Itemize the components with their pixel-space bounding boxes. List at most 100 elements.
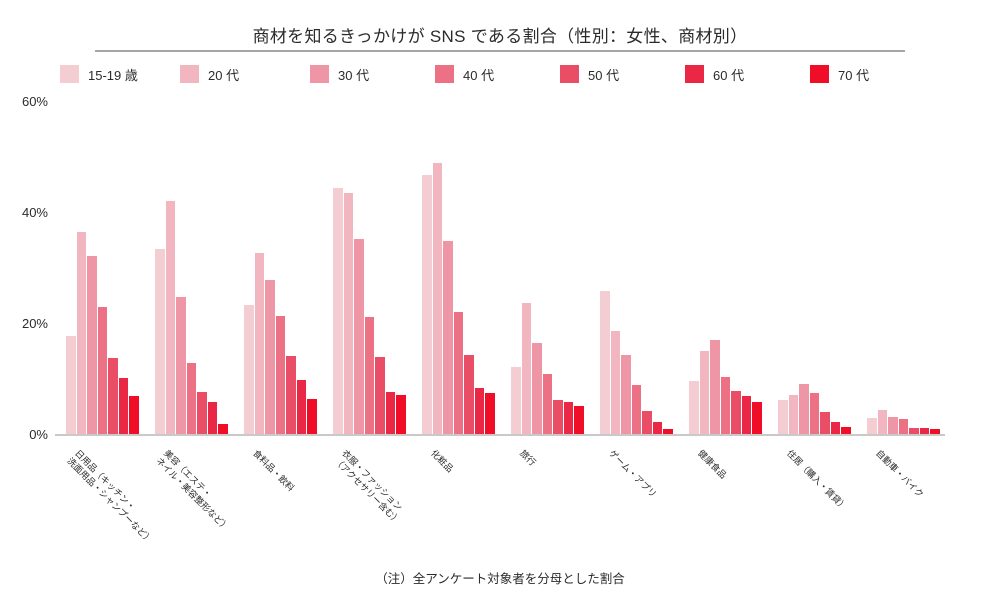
bar[interactable] <box>553 400 563 435</box>
bar[interactable] <box>720 376 730 435</box>
bar-group <box>867 102 940 435</box>
plot-area <box>55 102 945 435</box>
bar[interactable] <box>333 188 343 435</box>
bar[interactable] <box>87 256 97 435</box>
bar[interactable] <box>788 394 798 435</box>
bar[interactable] <box>296 379 306 435</box>
bar[interactable] <box>610 330 620 435</box>
bar[interactable] <box>511 366 521 435</box>
bar[interactable] <box>129 396 139 435</box>
bar[interactable] <box>307 398 317 435</box>
bar[interactable] <box>689 380 699 435</box>
x-axis-label-line: （アクセサリー含む） <box>332 455 403 527</box>
x-axis-label: 自動車・バイク <box>873 448 925 500</box>
bar[interactable] <box>642 411 652 435</box>
bar[interactable] <box>385 391 395 435</box>
bar[interactable] <box>867 418 877 435</box>
bar[interactable] <box>631 385 641 435</box>
bar[interactable] <box>343 193 353 435</box>
bar[interactable] <box>108 357 118 435</box>
bar[interactable] <box>422 175 432 435</box>
legend-swatch-icon <box>560 65 579 83</box>
bar[interactable] <box>396 394 406 435</box>
bar[interactable] <box>286 356 296 435</box>
bar[interactable] <box>186 362 196 435</box>
bar[interactable] <box>898 419 908 435</box>
bar[interactable] <box>563 401 573 435</box>
legend-swatch-icon <box>310 65 329 83</box>
y-axis-tick-label: 20% <box>21 316 48 331</box>
bar[interactable] <box>542 373 552 435</box>
legend-item-2[interactable]: 20 代 <box>180 62 239 86</box>
bar[interactable] <box>375 357 385 435</box>
bar[interactable] <box>778 400 788 435</box>
bar[interactable] <box>600 290 610 435</box>
legend-item-4[interactable]: 40 代 <box>435 62 494 86</box>
x-axis-baseline <box>55 434 945 436</box>
x-axis-label: 日用品（キッチン・ 洗面用品・シャンプーなど） <box>65 448 163 546</box>
bar-group <box>600 102 673 435</box>
legend-swatch-icon <box>685 65 704 83</box>
bar[interactable] <box>432 163 442 435</box>
bar[interactable] <box>176 297 186 435</box>
y-axis-tick-label: 60% <box>21 94 48 109</box>
x-axis-label: 衣服・ファッション （アクセサリー含む） <box>332 448 411 527</box>
x-axis-label-line: 自動車・バイク <box>874 448 926 500</box>
bar-group <box>333 102 406 435</box>
bar-group <box>155 102 228 435</box>
bar[interactable] <box>207 401 217 435</box>
chart-title: 商材を知るきっかけが SNS である割合（性別：女性、商材別） <box>252 27 748 46</box>
bar[interactable] <box>244 304 254 435</box>
legend-swatch-icon <box>60 65 79 83</box>
x-axis-label-line: 住居（購入・賃貸） <box>785 448 850 513</box>
legend-item-7[interactable]: 70 代 <box>810 62 869 86</box>
x-axis-label-line: 健康食品 <box>696 448 729 481</box>
legend-label: 15-19 歳 <box>88 67 138 83</box>
bar[interactable] <box>532 343 542 435</box>
bar[interactable] <box>574 405 584 435</box>
bar[interactable] <box>752 401 762 435</box>
legend-item-5[interactable]: 50 代 <box>560 62 619 86</box>
bar[interactable] <box>464 354 474 435</box>
bar[interactable] <box>485 393 495 435</box>
bar[interactable] <box>731 390 741 435</box>
bar[interactable] <box>97 307 107 435</box>
bar[interactable] <box>66 336 76 435</box>
bar[interactable] <box>474 387 484 435</box>
bar[interactable] <box>877 410 887 435</box>
x-axis-label: 旅行 <box>517 448 538 469</box>
bar[interactable] <box>364 317 374 435</box>
bar[interactable] <box>197 392 207 435</box>
title-divider <box>95 50 905 52</box>
bar[interactable] <box>155 248 165 435</box>
bar[interactable] <box>820 411 830 435</box>
bar[interactable] <box>453 311 463 435</box>
bar[interactable] <box>76 232 86 435</box>
legend-item-3[interactable]: 30 代 <box>310 62 369 86</box>
bar[interactable] <box>254 252 264 435</box>
bar-group <box>244 102 317 435</box>
legend-item-6[interactable]: 60 代 <box>685 62 744 86</box>
x-axis-label: 健康食品 <box>695 448 729 481</box>
bar-group <box>689 102 762 435</box>
x-axis-label-line: 化粧品 <box>429 448 456 475</box>
bar[interactable] <box>621 354 631 435</box>
bar[interactable] <box>699 350 709 435</box>
bar[interactable] <box>265 279 275 435</box>
bar[interactable] <box>521 302 531 435</box>
bar[interactable] <box>275 315 285 435</box>
bar[interactable] <box>799 383 809 435</box>
x-axis-label: 食料品・飲料 <box>250 448 296 494</box>
bar[interactable] <box>354 239 364 435</box>
bar[interactable] <box>888 416 898 435</box>
bar[interactable] <box>710 339 720 435</box>
x-axis-label: ゲーム・アプリ <box>606 448 658 500</box>
bar[interactable] <box>443 240 453 435</box>
x-axis-label-line: 美容（エステ・ <box>162 448 214 500</box>
legend-item-1[interactable]: 15-19 歳 <box>60 62 138 86</box>
bar[interactable] <box>809 393 819 435</box>
bar[interactable] <box>165 200 175 435</box>
bar[interactable] <box>118 377 128 435</box>
bar[interactable] <box>741 396 751 435</box>
